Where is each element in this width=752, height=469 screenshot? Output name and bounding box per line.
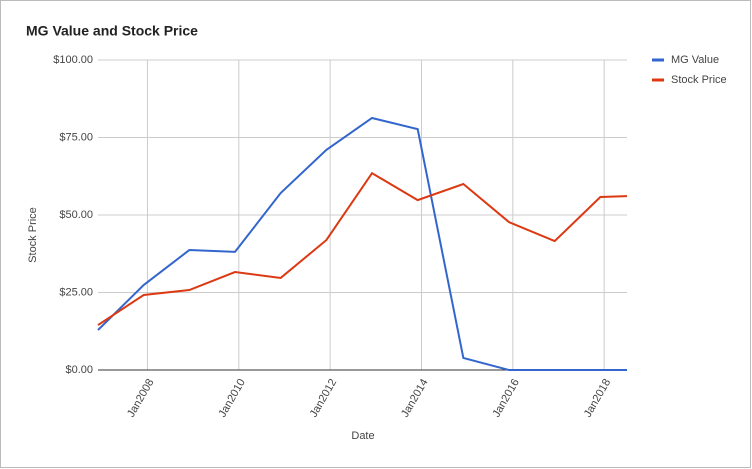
y-tick-label: $25.00 [59, 286, 93, 298]
legend-label: Stock Price [671, 74, 727, 86]
y-tick-label: $75.00 [59, 131, 93, 143]
legend-label: MG Value [671, 54, 719, 66]
series-line [97, 116, 627, 371]
series-line [97, 171, 628, 326]
chart-title: MG Value and Stock Price [26, 23, 198, 39]
y-tick-label: $0.00 [65, 364, 93, 376]
y-tick-label: $100.00 [53, 54, 93, 66]
x-axis-label: Date [351, 430, 374, 442]
y-tick-label: $50.00 [59, 209, 93, 221]
y-axis-label: Stock Price [27, 207, 39, 263]
